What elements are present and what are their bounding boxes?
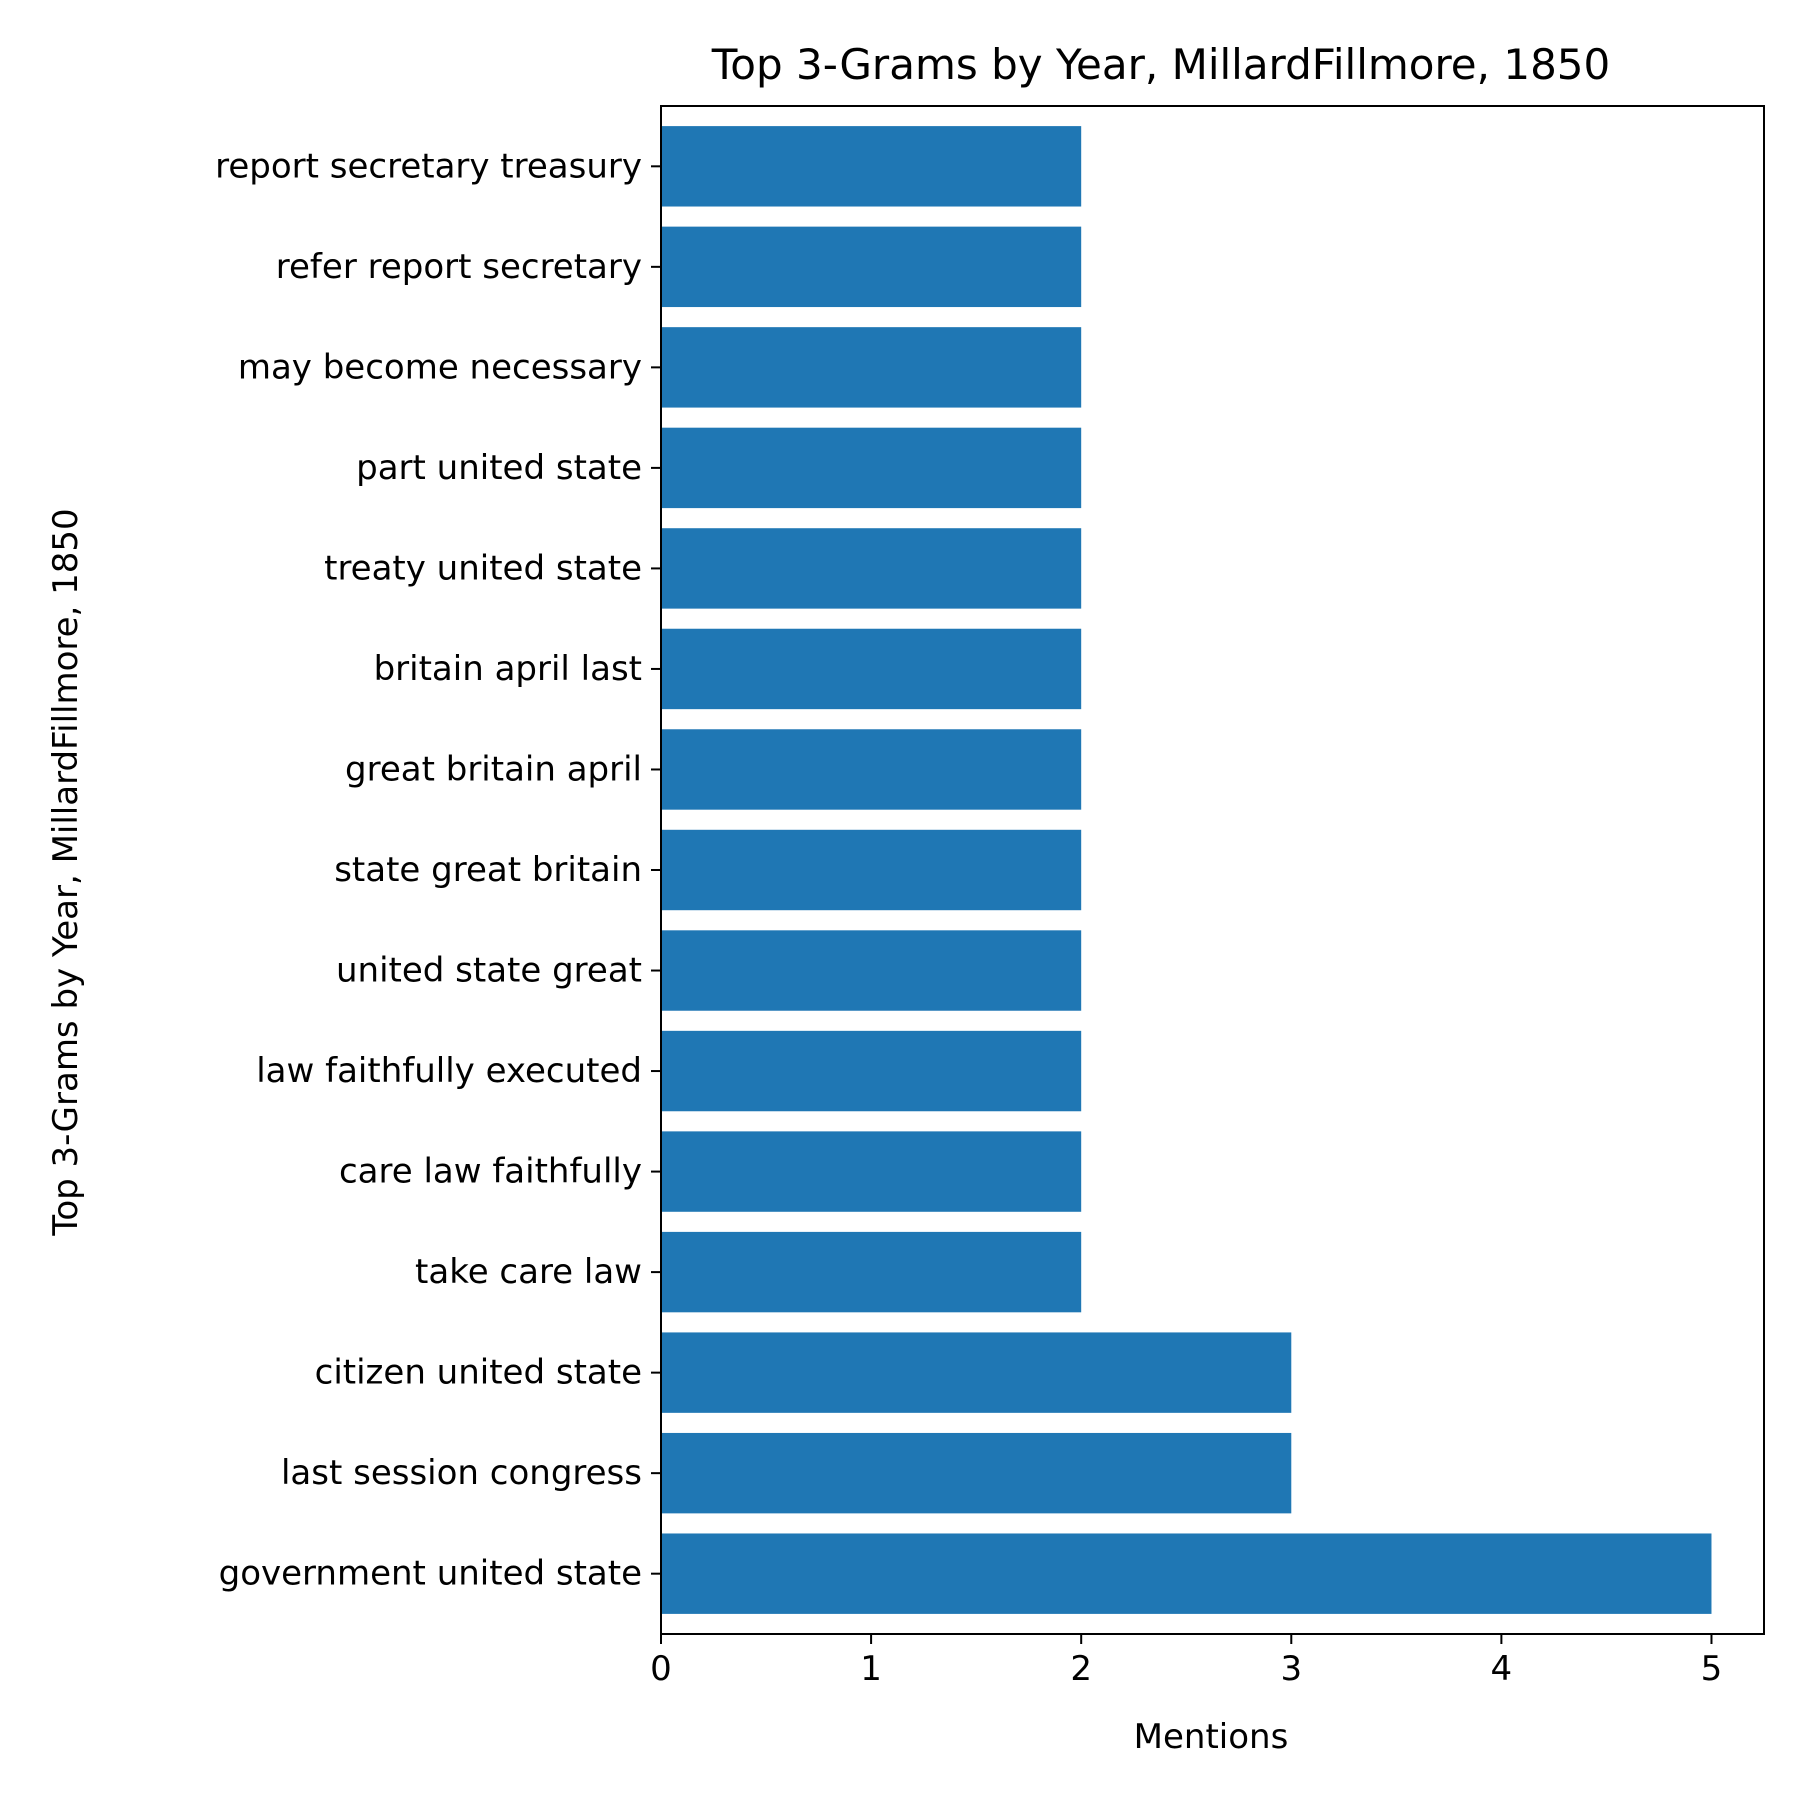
y-tick-label: part united state	[356, 448, 642, 488]
plot-frame	[660, 105, 1765, 1635]
bar	[661, 1231, 1082, 1313]
bar	[661, 1131, 1082, 1212]
y-tick-label: may become necessary	[238, 347, 642, 387]
x-tick-label: 0	[650, 1649, 672, 1689]
bars	[661, 126, 1712, 1614]
y-tick-label: report secretary treasury	[215, 146, 642, 186]
x-tick-label: 3	[1280, 1649, 1302, 1689]
x-tick-label: 1	[860, 1649, 882, 1689]
x-axis-label: Mentions	[1134, 1717, 1289, 1757]
y-tick-label: great britain april	[345, 749, 642, 789]
y-tick-label: last session congress	[281, 1453, 642, 1493]
y-tick-label: government united state	[219, 1554, 642, 1594]
y-tick-label: state great britain	[334, 850, 642, 890]
y-axis-label: Top 3-Grams by Year, MillardFillmore, 18…	[46, 508, 86, 1236]
y-tick-label: take care law	[415, 1252, 642, 1292]
bar	[661, 327, 1082, 408]
chart-title: Top 3-Grams by Year, MillardFillmore, 18…	[711, 40, 1611, 89]
bar	[661, 1030, 1082, 1112]
y-tick-label: refer report secretary	[276, 247, 642, 287]
y-tick-label: care law faithfully	[339, 1152, 642, 1192]
bar	[661, 829, 1082, 911]
y-tick-label: britain april last	[374, 649, 642, 689]
bar	[661, 528, 1082, 609]
y-tick-label: citizen united state	[315, 1353, 642, 1393]
bar	[661, 1533, 1712, 1614]
y-tick-label: law faithfully executed	[256, 1051, 642, 1091]
bar	[661, 930, 1082, 1011]
y-tick-label: treaty united state	[324, 548, 642, 588]
x-tick-label: 2	[1070, 1649, 1092, 1689]
x-axis-ticks: 0 1 2 3 4 5	[650, 1634, 1722, 1689]
bar	[661, 427, 1082, 509]
bar	[661, 729, 1082, 810]
x-tick-label: 5	[1701, 1649, 1723, 1689]
bar	[661, 1332, 1292, 1413]
y-axis-ticks: government united state last session cong…	[215, 146, 661, 1594]
bar	[661, 226, 1082, 308]
bar	[661, 1432, 1292, 1514]
y-tick-label: united state great	[336, 951, 642, 991]
bar	[661, 126, 1082, 207]
x-tick-label: 4	[1491, 1649, 1513, 1689]
bar	[661, 628, 1082, 710]
